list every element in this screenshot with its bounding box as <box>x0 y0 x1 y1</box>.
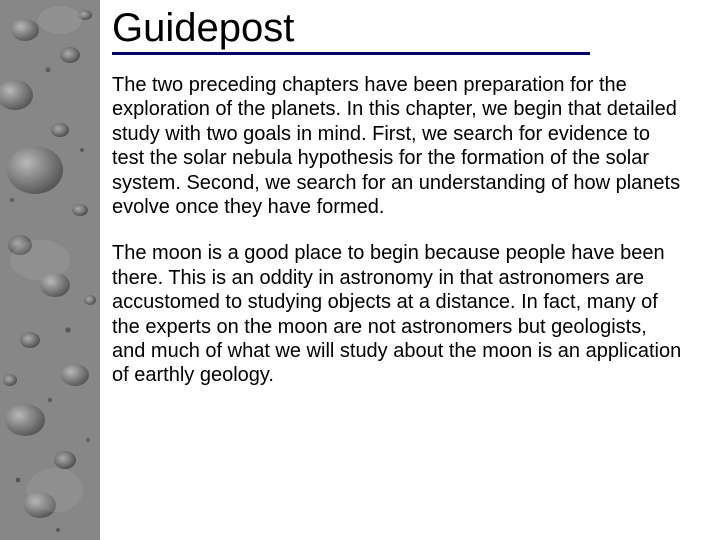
title-underline <box>112 52 590 55</box>
moon-surface-photo <box>0 0 100 540</box>
page-title: Guidepost <box>112 6 702 53</box>
content-area: Guidepost The two preceding chapters hav… <box>112 6 702 410</box>
paragraph-1: The two preceding chapters have been pre… <box>112 73 682 219</box>
paragraph-2: The moon is a good place to begin becaus… <box>112 241 682 387</box>
